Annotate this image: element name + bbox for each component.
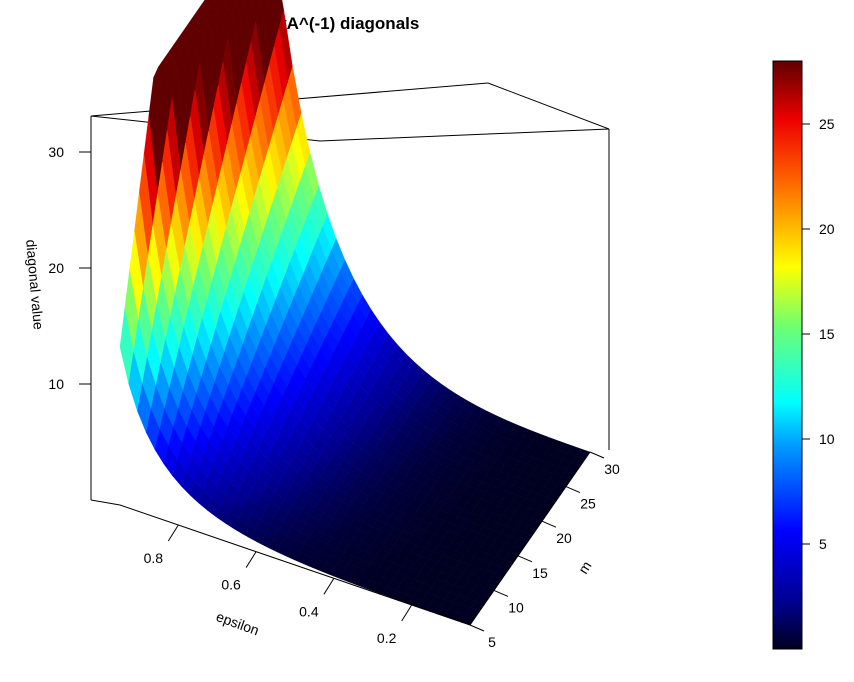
chart-title: AtA^(-1) diagonals	[269, 14, 420, 33]
surface	[119, 0, 591, 626]
x-tick-label: 0.8	[144, 550, 164, 566]
x-tick	[167, 524, 179, 542]
y-tick	[517, 555, 533, 563]
x-tick-label: 0.2	[377, 630, 397, 646]
x-tick	[245, 551, 257, 568]
colorbar-tick-label: 15	[819, 326, 835, 342]
y-tick-label: 5	[488, 634, 496, 650]
x-tick	[401, 604, 413, 622]
x-tick-label: 0.4	[299, 603, 319, 619]
colorbar-tick-label: 20	[819, 221, 835, 237]
z-tick-label: 10	[48, 376, 64, 392]
color-legend: 5 10 15 20 25	[772, 60, 835, 650]
y-tick-label: 20	[556, 530, 572, 546]
y-tick-label: 15	[532, 565, 548, 581]
y-tick-label: 25	[580, 496, 596, 512]
x-tick-label: 0.6	[221, 577, 241, 593]
colorbar-tick-label: 10	[819, 431, 835, 447]
x-tick	[323, 578, 335, 595]
y-tick	[565, 486, 581, 494]
z-axis-label: diagonal value	[23, 239, 47, 331]
y-tick	[469, 624, 485, 632]
y-tick-label: 30	[604, 461, 620, 477]
y-tick	[493, 589, 509, 597]
colorbar-tick-label: 25	[819, 116, 835, 132]
z-tick-label: 30	[48, 144, 64, 160]
y-tick-label: 10	[508, 599, 524, 615]
y-axis-label: m	[575, 558, 595, 576]
z-axis: 10 20 30 diagonal value	[23, 116, 92, 500]
colorbar	[772, 60, 803, 650]
y-tick	[541, 520, 557, 528]
y-tick	[589, 451, 605, 459]
x-axis-label: epsilon	[214, 608, 261, 638]
colorbar-tick-label: 5	[819, 536, 827, 552]
y-axis: 5 10 15 20 25 30 m	[469, 451, 620, 650]
z-tick-label: 20	[48, 260, 64, 276]
